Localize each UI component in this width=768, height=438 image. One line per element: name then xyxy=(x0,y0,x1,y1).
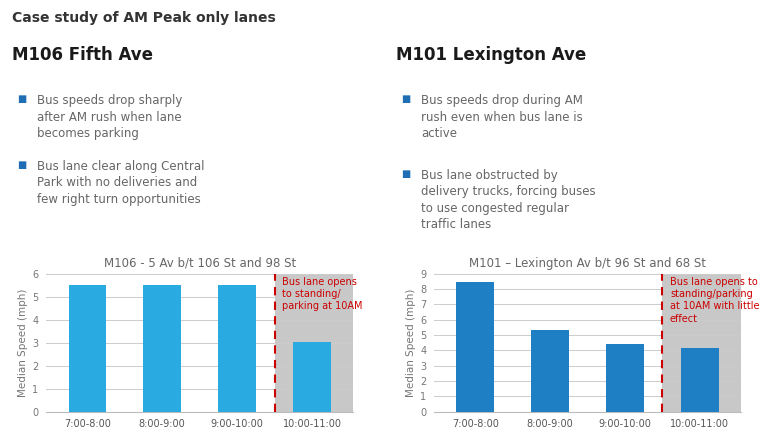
Title: M101 – Lexington Av b/t 96 St and 68 St: M101 – Lexington Av b/t 96 St and 68 St xyxy=(469,257,706,270)
Text: Bus lane opens to
standing/parking
at 10AM with little
effect: Bus lane opens to standing/parking at 10… xyxy=(670,276,760,324)
Text: ■: ■ xyxy=(17,94,26,104)
Text: ■: ■ xyxy=(401,94,410,104)
Title: M106 - 5 Av b/t 106 St and 98 St: M106 - 5 Av b/t 106 St and 98 St xyxy=(104,257,296,270)
Bar xyxy=(218,285,256,412)
Bar xyxy=(681,348,719,412)
Bar xyxy=(68,285,106,412)
Bar xyxy=(293,342,331,412)
Text: Case study of AM Peak only lanes: Case study of AM Peak only lanes xyxy=(12,11,275,25)
Text: M106 Fifth Ave: M106 Fifth Ave xyxy=(12,46,153,64)
Text: Bus lane opens
to standing/
parking at 10AM: Bus lane opens to standing/ parking at 1… xyxy=(282,276,362,311)
Y-axis label: Median Speed (mph): Median Speed (mph) xyxy=(18,289,28,397)
Bar xyxy=(531,330,569,412)
Text: Bus lane obstructed by
delivery trucks, forcing buses
to use congested regular
t: Bus lane obstructed by delivery trucks, … xyxy=(421,169,595,231)
Text: ■: ■ xyxy=(401,169,410,179)
Text: Bus speeds drop during AM
rush even when bus lane is
active: Bus speeds drop during AM rush even when… xyxy=(421,94,583,140)
Bar xyxy=(663,274,741,412)
Y-axis label: Median Speed (mph): Median Speed (mph) xyxy=(406,289,415,397)
Bar xyxy=(456,282,494,412)
Text: ■: ■ xyxy=(17,160,26,170)
Bar xyxy=(606,344,644,412)
Bar xyxy=(144,285,181,412)
Text: Bus lane clear along Central
Park with no deliveries and
few right turn opportun: Bus lane clear along Central Park with n… xyxy=(37,160,204,206)
Text: M101 Lexington Ave: M101 Lexington Ave xyxy=(396,46,586,64)
Text: Bus speeds drop sharply
after AM rush when lane
becomes parking: Bus speeds drop sharply after AM rush wh… xyxy=(37,94,182,140)
Bar xyxy=(275,274,353,412)
